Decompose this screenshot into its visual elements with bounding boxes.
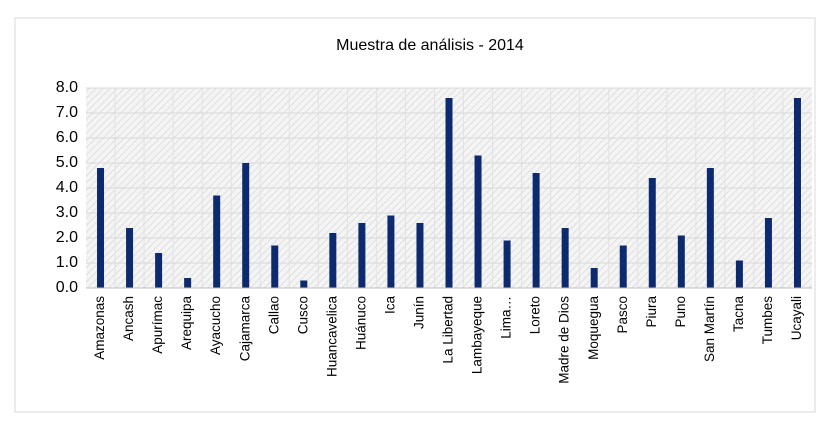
x-tick-label: Cusco bbox=[295, 296, 310, 334]
x-tick-label: Lambayeque bbox=[470, 296, 485, 374]
bar bbox=[213, 195, 221, 288]
bar bbox=[735, 260, 743, 288]
x-tick-label: La Libertad bbox=[441, 296, 456, 364]
y-tick-label: 5.0 bbox=[56, 154, 78, 171]
x-tick-label: Piura bbox=[644, 296, 659, 328]
x-tick-label: Loreto bbox=[528, 296, 543, 334]
y-tick-label: 7.0 bbox=[56, 104, 78, 121]
x-tick-label: Arequipa bbox=[179, 296, 194, 351]
bar bbox=[764, 218, 772, 288]
bar bbox=[155, 253, 163, 288]
x-tick-label: Huánuco bbox=[353, 296, 368, 350]
x-tick-label: Cajamarca bbox=[237, 296, 252, 362]
chart-title: Muestra de análisis - 2014 bbox=[336, 37, 524, 54]
x-tick-label: Tacna bbox=[731, 296, 746, 333]
bar bbox=[242, 163, 250, 288]
x-tick-label: Apurímac bbox=[150, 296, 165, 354]
bar bbox=[184, 278, 192, 288]
bar bbox=[793, 98, 801, 288]
bar bbox=[271, 245, 279, 288]
y-tick-label: 6.0 bbox=[56, 129, 78, 146]
bar bbox=[677, 235, 685, 288]
bar bbox=[445, 98, 453, 288]
y-tick-label: 4.0 bbox=[56, 179, 78, 196]
bar bbox=[561, 228, 569, 288]
x-tick-label: Ayacucho bbox=[208, 296, 223, 355]
bar bbox=[97, 168, 105, 288]
y-tick-label: 3.0 bbox=[56, 204, 78, 221]
x-tick-label: Puno bbox=[673, 296, 688, 328]
bar bbox=[416, 223, 424, 288]
bar bbox=[503, 240, 511, 288]
x-tick-label: Pasco bbox=[615, 296, 630, 334]
x-tick-label: Ucayali bbox=[789, 296, 804, 340]
bar bbox=[590, 268, 598, 288]
bar bbox=[706, 168, 714, 288]
x-tick-label: Ica bbox=[382, 296, 397, 315]
bar bbox=[300, 280, 308, 288]
bar bbox=[648, 178, 656, 288]
x-tick-label: Lima… bbox=[499, 296, 514, 339]
bar bbox=[474, 155, 482, 288]
y-tick-label: 1.0 bbox=[56, 254, 78, 271]
x-tick-label: Moquegua bbox=[586, 296, 601, 360]
x-tick-label: Madre de Dios bbox=[557, 296, 572, 384]
x-tick-label: Tumbes bbox=[760, 296, 775, 345]
x-tick-label: Huancavelica bbox=[324, 296, 339, 378]
y-tick-label: 0.0 bbox=[56, 279, 78, 296]
y-tick-label: 2.0 bbox=[56, 229, 78, 246]
x-tick-label: Junín bbox=[412, 296, 427, 329]
x-tick-label: Ancash bbox=[121, 296, 136, 341]
y-tick-label: 8.0 bbox=[56, 79, 78, 96]
bar bbox=[532, 173, 540, 288]
x-tick-label: Callao bbox=[266, 296, 281, 334]
bar bbox=[619, 245, 627, 288]
x-tick-label: Amazonas bbox=[92, 296, 107, 360]
x-tick-label: San Martín bbox=[702, 296, 717, 362]
bar bbox=[329, 233, 337, 288]
bar bbox=[126, 228, 134, 288]
bar bbox=[387, 215, 395, 288]
bar bbox=[358, 223, 366, 288]
